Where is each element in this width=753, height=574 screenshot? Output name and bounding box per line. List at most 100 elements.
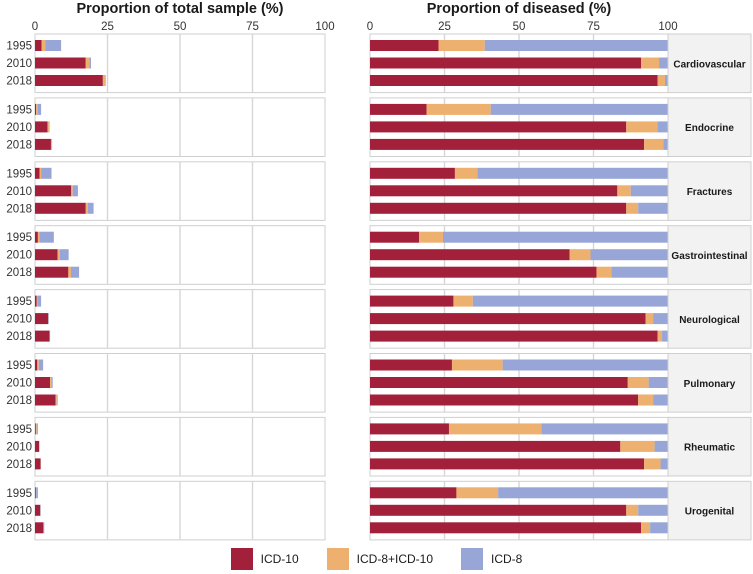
bar-p1-rheumatic-2018-icd-8-icd-10 [644,458,661,470]
bar-p1-fractures-1995-icd-10 [370,167,455,179]
bar-p1-neurological-2010-icd-10 [370,313,646,325]
bar-p1-endocrine-2010-icd-8 [657,121,668,133]
y-label-rheumatic-2010: 2010 [6,441,32,453]
x-tick-label-p0-50: 50 [174,21,187,33]
strip-label-endocrine: Endocrine [685,123,734,134]
bar-p0-pulmonary-2010-icd-10 [35,377,51,388]
bar-p0-cardiovascular-1995-icd-8 [45,40,62,51]
bar-p0-fractures-2010-icd-10 [35,185,72,197]
legend-label-icd8: ICD-8 [491,552,523,566]
bar-p1-rheumatic-2010-icd-8 [654,440,668,452]
y-label-gastrointestinal-1995: 1995 [6,232,32,244]
bar-p0-cardiovascular-1995-icd-8-icd-10 [41,40,46,51]
bar-p0-pulmonary-1995-icd-8-icd-10 [37,359,39,371]
bar-p1-neurological-2010-icd-8-icd-10 [645,313,654,325]
legend-item-icd8: ICD-8 [461,548,522,570]
bar-p1-cardiovascular-2018-icd-8-icd-10 [657,75,666,86]
y-label-urogenital-1995: 1995 [6,488,32,500]
bar-p0-gastrointestinal-2018-icd-10 [35,266,69,278]
bar-p1-cardiovascular-2010-icd-10 [370,57,642,69]
bar-p0-cardiovascular-2018-icd-10 [35,75,103,86]
bar-p1-cardiovascular-2010-icd-8 [659,57,668,69]
bar-p0-fractures-2010-icd-8-icd-10 [71,185,73,197]
bar-p0-pulmonary-2010-icd-8-icd-10 [50,377,52,388]
bar-p1-cardiovascular-2018-icd-10 [370,75,658,86]
bar-p0-cardiovascular-2018-icd-8 [105,75,106,86]
bar-p0-cardiovascular-2018-icd-8-icd-10 [102,75,106,86]
x-tick-label-p0-0: 0 [32,21,38,33]
bar-p1-gastrointestinal-1995-icd-10 [370,231,420,243]
y-label-pulmonary-1995: 1995 [6,360,32,372]
y-label-cardiovascular-2010: 2010 [6,58,32,70]
x-tick-label-p1-100: 100 [658,21,677,33]
bar-p1-rheumatic-2010-icd-10 [370,440,621,452]
bar-p1-endocrine-1995-icd-8 [490,103,668,115]
y-label-rheumatic-1995: 1995 [6,424,32,436]
bar-p0-endocrine-2010-icd-8-icd-10 [47,121,49,133]
legend-label-icd8-icd10: ICD-8+ICD-10 [356,552,434,566]
bar-p0-cardiovascular-2010-icd-8-icd-10 [85,57,90,69]
strip-bg-neurological [667,289,752,349]
bar-p0-fractures-1995-icd-8 [41,167,52,179]
bar-p0-rheumatic-1995-icd-8-icd-10 [35,423,37,435]
bar-p1-neurological-1995-icd-8-icd-10 [453,295,473,307]
y-label-pulmonary-2018: 2018 [6,395,32,407]
bar-p1-gastrointestinal-2018-icd-8-icd-10 [596,266,612,278]
bar-p1-cardiovascular-2010-icd-8-icd-10 [641,57,660,69]
y-label-endocrine-2018: 2018 [6,139,32,151]
bar-p1-neurological-2010-icd-8 [653,313,668,325]
y-label-neurological-1995: 1995 [6,296,32,308]
bar-p1-pulmonary-1995-icd-8-icd-10 [451,359,503,371]
panel-title-0: Proportion of total sample (%) [76,1,283,17]
strip-bg-fractures [667,161,752,221]
bar-p1-rheumatic-2018-icd-10 [370,458,645,470]
bar-p1-gastrointestinal-2018-icd-10 [370,266,597,278]
bar-p0-cardiovascular-2010-icd-10 [35,57,86,69]
bar-p1-endocrine-2018-icd-8 [663,138,668,150]
bar-p1-neurological-2018-icd-8-icd-10 [657,330,663,342]
bar-p0-rheumatic-2010-icd-10 [35,440,40,452]
bar-p1-rheumatic-2010-icd-8-icd-10 [620,440,655,452]
bar-p1-pulmonary-2018-icd-10 [370,394,639,406]
strip-label-pulmonary: Pulmonary [684,379,736,390]
bar-p1-fractures-2018-icd-8 [638,202,668,214]
bar-p1-cardiovascular-2018-icd-8 [665,75,668,86]
strip-label-neurological: Neurological [679,315,740,326]
strip-bg-pulmonary [667,353,752,413]
bar-p0-cardiovascular-1995-icd-10 [35,40,42,51]
bar-p0-fractures-2018-icd-10 [35,202,86,214]
bar-p0-neurological-1995-icd-8 [37,295,42,307]
bar-p0-gastrointestinal-2010-icd-8 [59,249,69,261]
strip-bg-rheumatic [667,416,752,477]
bar-p0-urogenital-2018-icd-10 [35,522,44,534]
y-label-urogenital-2018: 2018 [6,523,32,535]
bar-p0-pulmonary-2018-icd-8 [56,394,58,406]
bar-p1-fractures-2010-icd-10 [370,185,618,197]
bar-p1-neurological-2018-icd-8 [662,330,668,342]
y-label-gastrointestinal-2018: 2018 [6,267,32,279]
x-tick-label-p1-75: 75 [587,21,600,33]
bar-p1-pulmonary-1995-icd-8 [502,359,668,371]
strip-label-gastrointestinal: Gastrointestinal [671,251,747,262]
bar-p1-pulmonary-2010-icd-8-icd-10 [627,377,649,388]
y-label-neurological-2010: 2010 [6,314,32,326]
bar-p1-fractures-2018-icd-10 [370,202,627,214]
strip-label-rheumatic: Rheumatic [684,443,736,454]
bar-p1-pulmonary-1995-icd-10 [370,359,452,371]
legend: ICD-10 ICD-8+ICD-10 ICD-8 [0,548,753,570]
bar-p1-endocrine-2010-icd-10 [370,121,627,133]
bar-p0-neurological-2010-icd-10 [35,313,49,325]
bar-p0-gastrointestinal-2018-icd-8-icd-10 [68,266,71,278]
bar-p0-urogenital-1995-icd-10 [35,487,36,499]
legend-item-icd10: ICD-10 [230,548,299,570]
x-tick-label-p1-0: 0 [367,21,373,33]
bar-p1-urogenital-2018-icd-8-icd-10 [641,522,651,534]
bar-p0-fractures-2018-icd-8 [87,202,94,214]
bar-p0-gastrointestinal-1995-icd-8-icd-10 [37,231,40,243]
bar-p1-cardiovascular-1995-icd-10 [370,40,439,51]
bar-p1-cardiovascular-1995-icd-8-icd-10 [438,40,485,51]
bar-p1-urogenital-2010-icd-8-icd-10 [626,504,639,516]
bar-p0-rheumatic-2018-icd-10 [35,458,41,470]
bar-p1-urogenital-1995-icd-8 [498,487,668,499]
bar-p0-rheumatic-1995-icd-8 [36,423,38,435]
